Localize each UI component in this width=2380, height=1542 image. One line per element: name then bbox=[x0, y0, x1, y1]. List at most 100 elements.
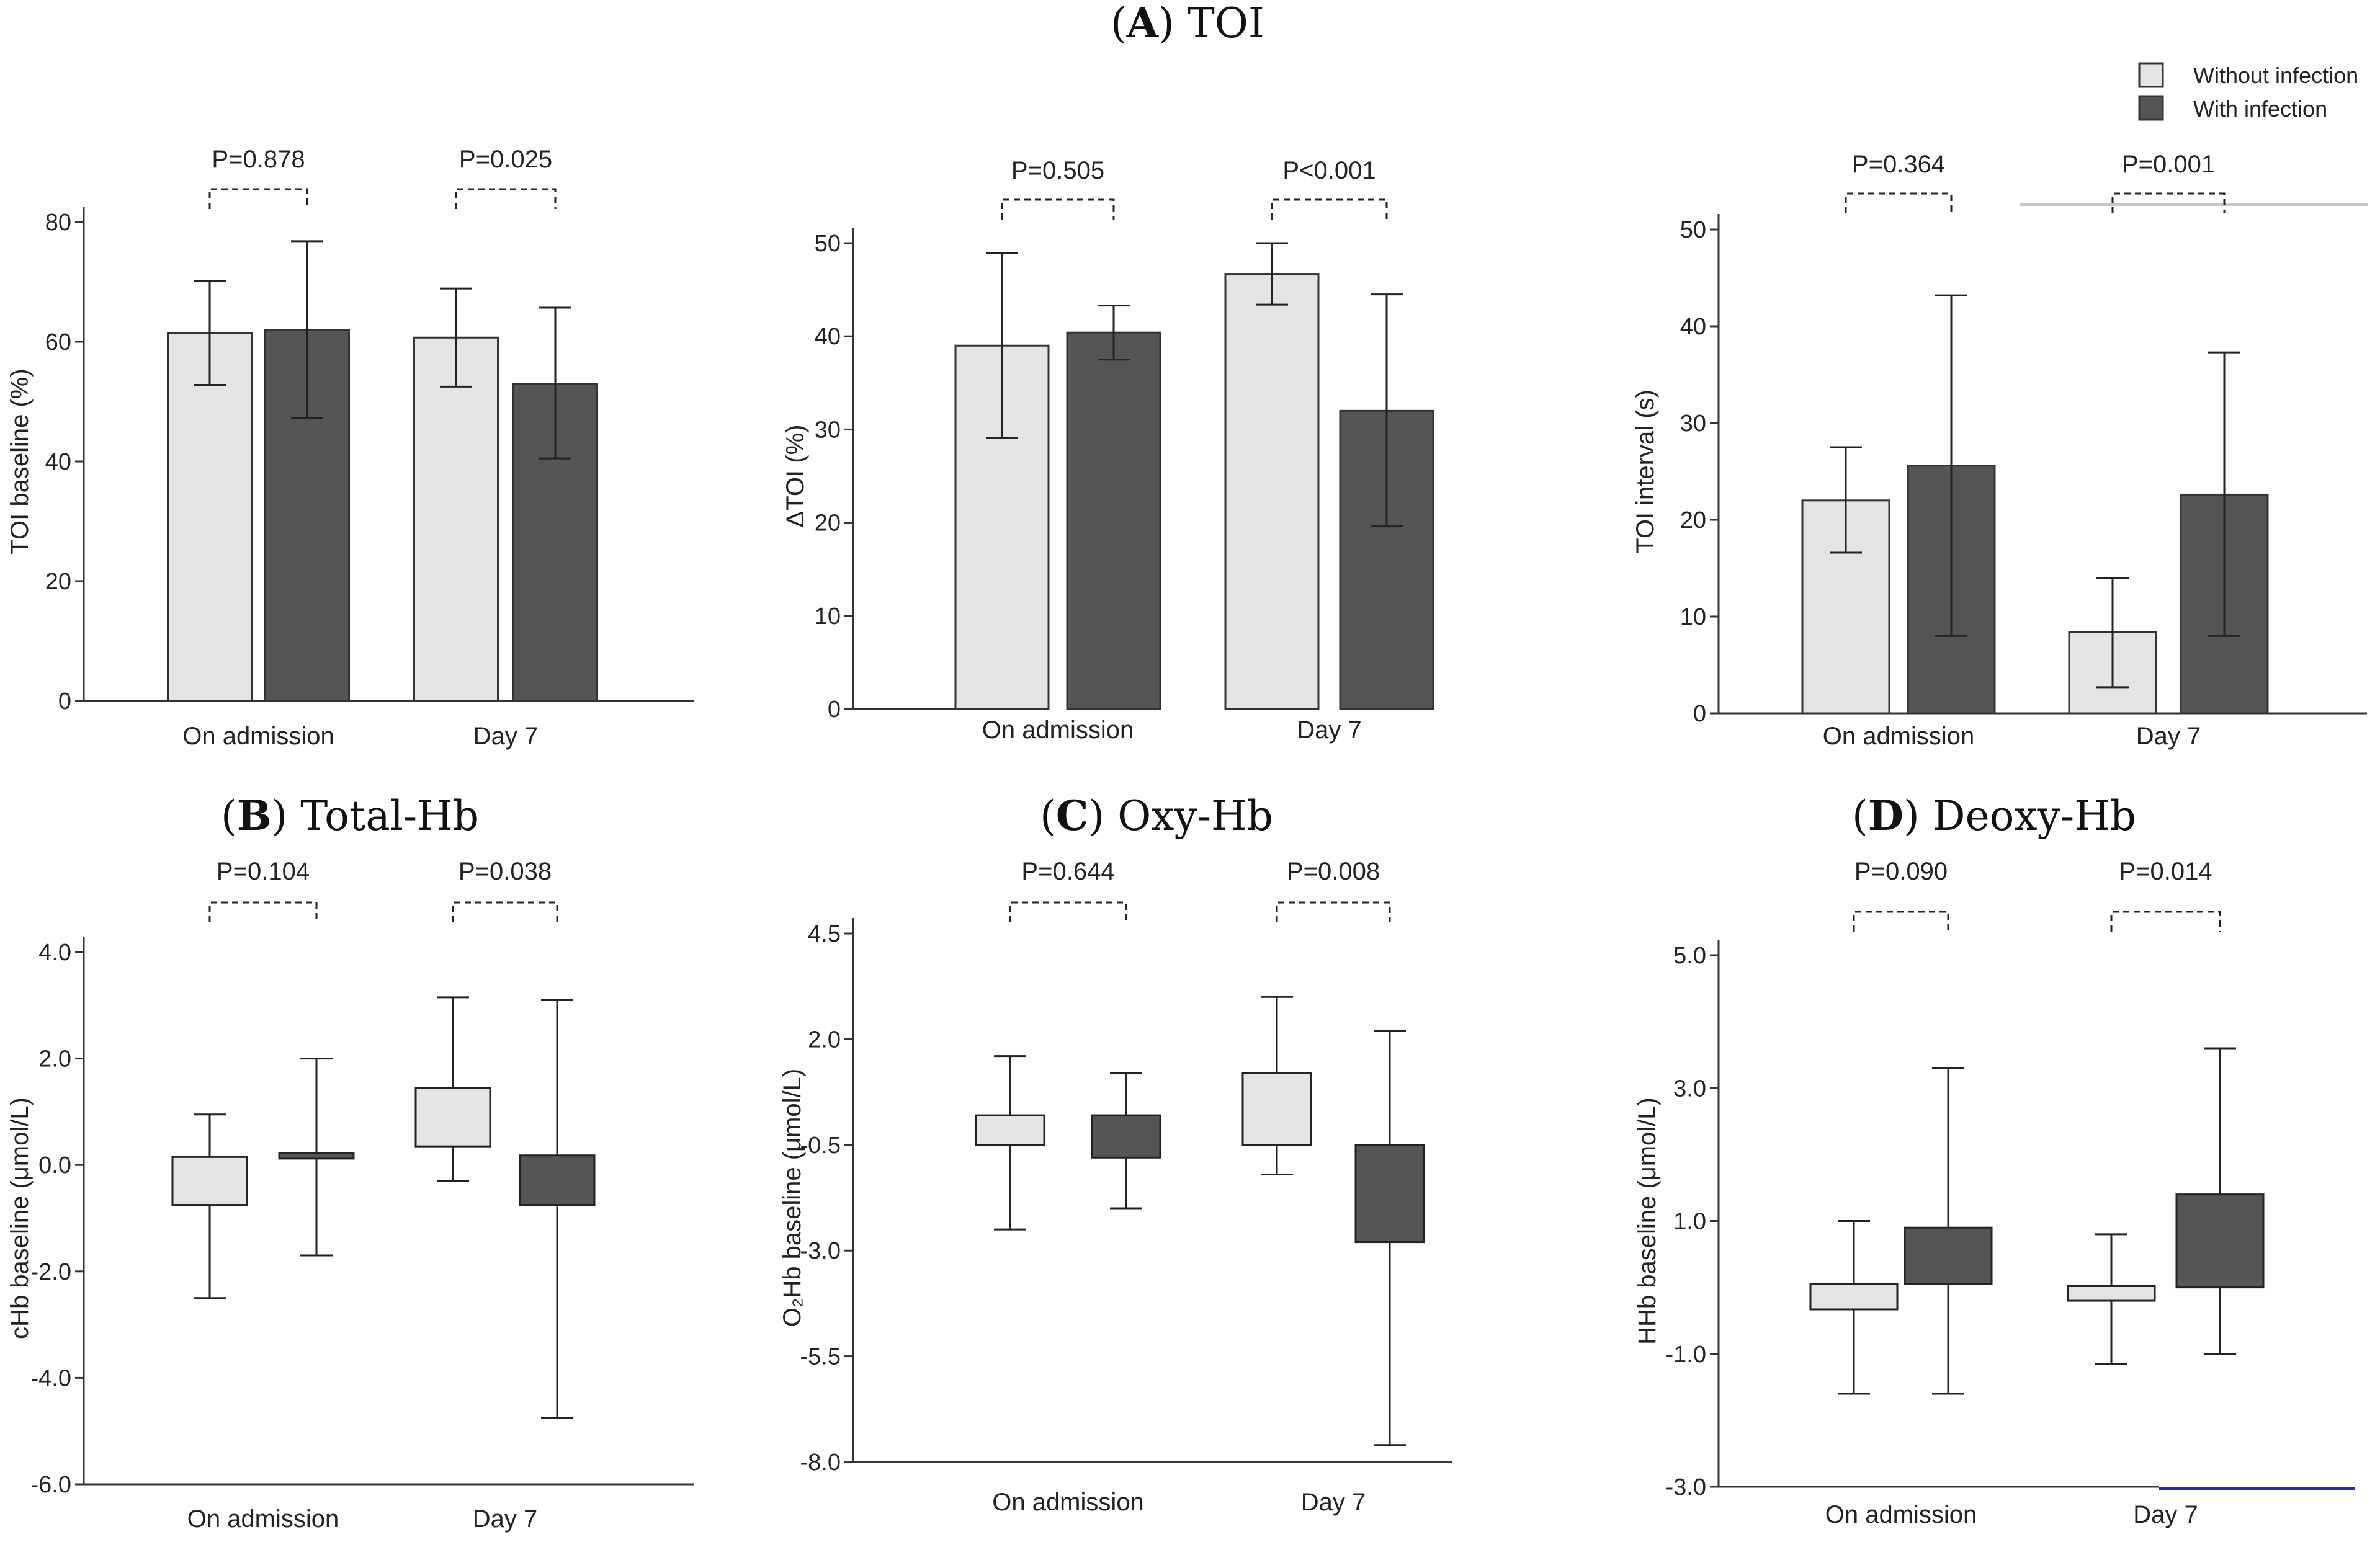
box bbox=[2067, 1285, 2156, 1302]
significance-bracket bbox=[208, 901, 318, 922]
legend: Without infection With infection bbox=[2138, 62, 2358, 122]
significance-bracket bbox=[2110, 911, 2221, 932]
box bbox=[975, 1114, 1045, 1146]
y-tick-label: 30 bbox=[815, 417, 841, 443]
y-tick-label: 10 bbox=[1680, 604, 1706, 630]
chart-toi-baseline: 0 20 40 60 80 TOI baseline (%) On admission P=0… bbox=[6, 146, 694, 750]
y-tick-label: -3.0 bbox=[1666, 1474, 1706, 1500]
y-tick-label: 0 bbox=[1693, 701, 1706, 727]
box bbox=[1241, 1072, 1312, 1146]
y-tick-label: 20 bbox=[45, 569, 71, 595]
panel-title-d: (D) Deoxy-Hb bbox=[1852, 791, 2136, 840]
category-label: Day 7 bbox=[473, 723, 539, 750]
p-value-label: P=0.014 bbox=[2119, 858, 2212, 885]
y-axis-title: cHb baseline (μmol/L) bbox=[6, 1097, 34, 1339]
panel-title-c-text: Oxy-Hb bbox=[1104, 792, 1273, 840]
significance-bracket bbox=[1853, 911, 1949, 932]
bar bbox=[413, 336, 499, 702]
box bbox=[1809, 1283, 1899, 1311]
y-tick-label: 10 bbox=[815, 604, 841, 630]
box bbox=[1091, 1114, 1161, 1159]
y-tick-label: 2.0 bbox=[38, 1046, 71, 1072]
box bbox=[171, 1156, 248, 1206]
box bbox=[278, 1152, 355, 1160]
panel-letter-c: C bbox=[1056, 791, 1089, 840]
y-tick-label: -3.0 bbox=[800, 1238, 841, 1264]
y-tick-label: 4.5 bbox=[808, 921, 841, 947]
category-label: Day 7 bbox=[2133, 1501, 2198, 1528]
p-value-label: P=0.038 bbox=[459, 858, 552, 885]
y-tick-label: -6.0 bbox=[31, 1472, 71, 1498]
p-value-label: P=0.644 bbox=[1021, 858, 1114, 885]
panel-title-d-text: Deoxy-Hb bbox=[1920, 792, 2136, 840]
legend-swatch-with bbox=[2138, 95, 2164, 121]
category-label: On admission bbox=[982, 716, 1134, 744]
y-tick-label: -2.0 bbox=[31, 1259, 71, 1285]
y-tick-label: 20 bbox=[1680, 507, 1706, 533]
panel-title-c: (C) Oxy-Hb bbox=[1040, 791, 1273, 840]
y-tick-label: -4.0 bbox=[31, 1365, 71, 1391]
y-tick-label: 40 bbox=[815, 324, 841, 350]
box bbox=[519, 1154, 596, 1206]
panel-letter-a: A bbox=[1126, 0, 1159, 47]
y-axis-title: ΔTOI (%) bbox=[782, 425, 809, 528]
y-tick-label: 20 bbox=[815, 510, 841, 537]
significance-bracket bbox=[1009, 901, 1127, 922]
y-tick-label: 40 bbox=[1680, 314, 1706, 340]
p-value-label: P=0.364 bbox=[1852, 151, 1945, 178]
chart-delta-toi: 0 10 20 30 40 50 ΔTOI (%) On admission P=0.505 Da… bbox=[782, 157, 1434, 744]
significance-bracket bbox=[2111, 192, 2226, 213]
bar bbox=[1066, 331, 1161, 710]
legend-swatch-without bbox=[2138, 62, 2164, 88]
p-value-label: P=0.025 bbox=[459, 146, 552, 173]
y-tick-label: 0.0 bbox=[38, 1152, 71, 1179]
y-tick-label: -8.0 bbox=[800, 1450, 841, 1476]
significance-bracket bbox=[455, 188, 557, 209]
category-label: On admission bbox=[187, 1505, 339, 1533]
y-tick-label: 50 bbox=[1680, 217, 1706, 243]
y-axis-title: O₂Hb baseline (μmol/L) bbox=[779, 1069, 806, 1327]
y-tick-label: 2.0 bbox=[808, 1027, 841, 1053]
p-value-label: P=0.505 bbox=[1011, 157, 1104, 184]
category-label: Day 7 bbox=[1297, 716, 1362, 744]
p-value-label: P=0.104 bbox=[217, 858, 310, 885]
legend-label-with: With infection bbox=[2193, 96, 2327, 122]
category-label: Day 7 bbox=[2136, 723, 2201, 750]
panel-title-b: (B) Total-Hb bbox=[221, 791, 479, 840]
significance-bracket bbox=[452, 901, 558, 922]
panel-letter-b: B bbox=[237, 791, 272, 840]
chart-o2hb-baseline: -8.0 -5.5 -3.0 -0.5 2.0 4.5 O₂Hb baseline (μmo… bbox=[779, 858, 1452, 1516]
y-tick-label: 0 bbox=[828, 697, 841, 723]
p-value-label: P=0.008 bbox=[1287, 858, 1380, 885]
panel-letter-d: D bbox=[1868, 791, 1904, 840]
category-label: On admission bbox=[182, 723, 334, 750]
category-label: On admission bbox=[992, 1489, 1144, 1516]
y-tick-label: -1.0 bbox=[1666, 1342, 1706, 1368]
box bbox=[2175, 1193, 2265, 1289]
y-axis-title: TOI interval (s) bbox=[1632, 390, 1659, 553]
chart-toi-interval: 0 10 20 30 40 50 TOI interval (s) On admission P… bbox=[1632, 151, 2367, 750]
y-tick-label: 30 bbox=[1680, 411, 1706, 437]
significance-bracket bbox=[1845, 192, 1953, 213]
box bbox=[414, 1087, 491, 1148]
y-tick-label: 80 bbox=[45, 210, 71, 236]
y-tick-label: -0.5 bbox=[800, 1133, 841, 1159]
y-tick-label: 0 bbox=[58, 689, 71, 715]
y-tick-label: 40 bbox=[45, 449, 71, 475]
y-tick-label: 4.0 bbox=[38, 940, 71, 966]
legend-label-without: Without infection bbox=[2193, 63, 2358, 88]
significance-bracket bbox=[208, 188, 308, 209]
category-label: On admission bbox=[1825, 1501, 1977, 1528]
box bbox=[1354, 1144, 1425, 1244]
p-value-label: P=0.001 bbox=[2122, 151, 2215, 178]
category-label: On admission bbox=[1823, 723, 1975, 750]
y-tick-label: 1.0 bbox=[1673, 1209, 1706, 1235]
panel-title-a: (A) TOI bbox=[1111, 0, 1264, 47]
chart-hhb-baseline: -3.0 -1.0 1.0 3.0 5.0 HHb baseline (μmol/L) On… bbox=[1634, 858, 2265, 1528]
panel-title-b-text: Total-Hb bbox=[287, 792, 479, 840]
category-label: Day 7 bbox=[1301, 1489, 1366, 1516]
box bbox=[1904, 1226, 1993, 1285]
significance-bracket bbox=[1271, 198, 1388, 220]
panel-title-a-text: TOI bbox=[1174, 0, 1264, 47]
